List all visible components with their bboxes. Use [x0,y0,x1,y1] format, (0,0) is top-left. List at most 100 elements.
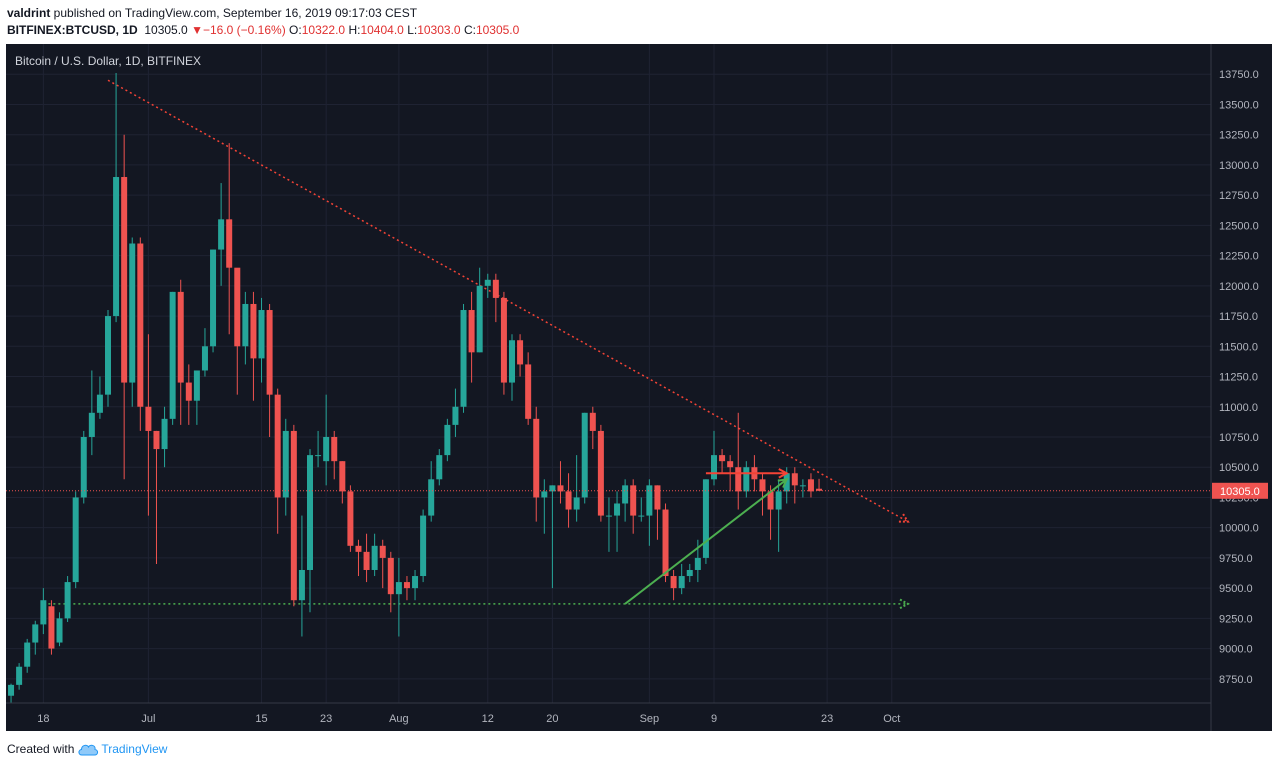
candle-body [735,467,742,492]
candle-body [315,455,322,457]
price-tick-label: 10500.0 [1219,462,1259,474]
candle-body [622,485,629,504]
time-tick-label: 12 [482,713,494,725]
chart-drawings-back [43,79,911,610]
price-axis[interactable]: 8750.09000.09250.09500.09750.010000.0102… [1219,69,1259,686]
candle-body [654,485,661,510]
chart-drawings[interactable] [624,468,789,605]
low-label: L: [407,23,418,37]
candle-body [670,576,677,589]
time-tick-label: 9 [711,713,717,725]
candle-body [193,370,200,401]
price-tick-label: 13000.0 [1219,160,1259,172]
tradingview-brand-link[interactable]: TradingView [101,742,168,756]
time-tick-label: 23 [320,713,332,725]
price-tick-label: 12750.0 [1219,190,1259,202]
price-tick-label: 13250.0 [1219,130,1259,142]
last-price-marker: 10305.0 [6,482,1268,499]
candle-body [807,479,814,492]
last-price: 10305.0 [144,23,188,37]
candle-body [96,394,103,413]
candle-body [395,582,402,595]
candle-body [662,509,669,577]
price-tick-label: 10000.0 [1219,523,1259,535]
chart-background [6,44,1272,731]
candle-body [290,430,297,601]
candle-body [80,436,87,498]
candle-body [298,569,305,601]
candle-body [177,291,184,383]
candle-body [549,485,556,492]
candle-body [614,503,621,516]
candle-body [436,455,443,480]
candle-body [161,418,168,450]
candle-body [711,455,717,480]
candle-body [484,279,491,286]
price-tick-label: 13500.0 [1219,99,1259,111]
candle-body [476,285,483,353]
tradingview-cloud-icon[interactable] [77,742,99,756]
candle-body [64,582,71,619]
candle-body [727,461,734,468]
candle-body [589,412,596,431]
time-tick-label: 23 [821,713,833,725]
last-price-label-bg [1212,482,1268,499]
candle-body [72,497,79,583]
candle-body [113,177,120,317]
candle-body [347,491,354,546]
candle-body [686,569,693,577]
candle-body [565,491,572,510]
candle-body [412,576,419,589]
candle-body [169,291,176,419]
candle-body [121,177,128,383]
candle-body [468,310,475,353]
author-name[interactable]: valdrint [7,6,51,20]
candle-body [444,424,451,456]
time-tick-label: Aug [389,713,409,725]
candle-body [242,303,249,347]
candle-body [137,243,144,407]
time-axis[interactable]: 18 Jul 15 23 Aug 12 20 Sep 9 23 Oct [37,713,900,725]
candle-body [428,479,435,516]
candle-body [355,545,362,552]
candle-body [16,666,23,685]
candle-body [56,618,63,643]
price-tick-label: 10750.0 [1219,432,1259,444]
price-tick-label: 12500.0 [1219,220,1259,232]
candle-body [646,485,653,516]
time-tick-label: Oct [883,713,900,725]
candle-body [210,249,217,347]
candle-body [630,485,637,516]
price-change: −16.0 (−0.16%) [202,23,286,37]
last-price-label: 10305.0 [1220,486,1260,498]
candle-body [282,430,289,498]
candle-body [153,430,160,450]
price-tick-label: 11250.0 [1219,372,1258,384]
arrow-head [778,468,789,479]
candle-body [605,515,612,517]
candle-body [541,491,548,498]
arrow-head [777,478,789,488]
candle-body [759,479,766,492]
candles [8,73,823,703]
candle-body [492,279,499,298]
candle-body [339,461,346,492]
open-label: O: [289,23,302,37]
time-tick-label: 18 [37,713,49,725]
publish-text: published on TradingView.com, September … [50,6,418,20]
price-tick-label: 11500.0 [1219,341,1258,353]
price-tick-label: 9500.0 [1219,583,1253,595]
candle-body [597,430,604,516]
high-value: 10404.0 [360,23,404,37]
close-value: 10305.0 [475,23,520,37]
candle-body [791,473,798,486]
candle-body [460,310,467,407]
candle-body [371,545,378,570]
candle-body [8,684,15,696]
candle-body [767,491,774,510]
candle-body [226,219,233,268]
candle-body [743,467,750,492]
price-tick-label: 8750.0 [1219,674,1253,686]
price-tick-label: 12250.0 [1219,251,1259,263]
